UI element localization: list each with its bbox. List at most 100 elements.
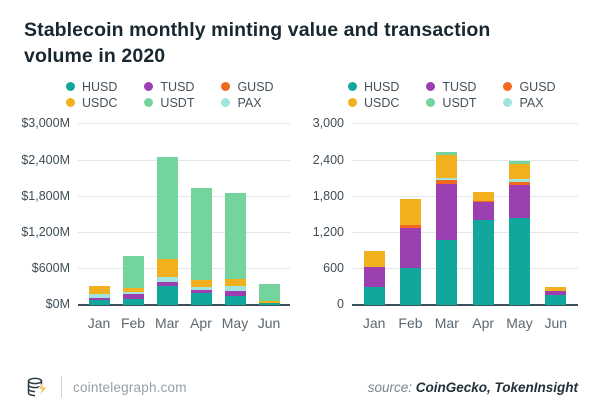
y-tick-label: 1,800 xyxy=(312,188,344,203)
legend-dot-husd xyxy=(66,82,75,92)
x-tick-label-may: May xyxy=(221,315,249,332)
legend-label: HUSD xyxy=(82,79,118,94)
cointelegraph-logo-icon xyxy=(24,374,50,400)
y-tick-label: $1,200M xyxy=(21,225,70,240)
bar-apr xyxy=(190,188,212,306)
y-axis-labels: $3,000M $2,400M $1,800M $1,200M $600M $0M xyxy=(21,116,78,331)
bar-segment-husd xyxy=(363,286,385,306)
bar-jun xyxy=(258,284,280,306)
gridline xyxy=(78,123,290,125)
bar-segment-husd xyxy=(258,302,280,306)
bar-segment-pax xyxy=(88,293,110,298)
x-tick-label-jun: Jun xyxy=(544,315,568,332)
x-axis-line xyxy=(352,304,578,307)
legend-label: GUSD xyxy=(237,79,274,94)
bar-segment-husd xyxy=(88,299,110,306)
bar-segment-tusd xyxy=(363,266,385,287)
bar-segment-usdc xyxy=(436,154,458,178)
y-tick-label: $1,800M xyxy=(21,188,70,203)
bar-segment-husd xyxy=(436,240,458,306)
bar-jan xyxy=(363,251,385,306)
legend-item-husd: HUSD xyxy=(348,79,399,94)
legend-label: PAX xyxy=(237,95,262,110)
bar-feb xyxy=(399,199,421,306)
gridline xyxy=(78,159,290,161)
bar-segment-pax xyxy=(190,287,212,291)
bar-segment-pax xyxy=(224,286,246,292)
source-label: source: xyxy=(367,379,412,395)
legend-dot-husd xyxy=(348,82,357,92)
legend-label: TUSD xyxy=(160,79,195,94)
x-axis-labels: Jan Feb Mar Apr May Jun xyxy=(352,315,578,331)
transaction-volume-chart: 3,000 2,400 1,800 1,200 600 0 Jan Feb Mar Apr May… xyxy=(312,116,578,331)
legend-item-usdc: USDC xyxy=(66,95,117,110)
x-tick-label-apr: Apr xyxy=(472,315,495,332)
legend-label: GUSD xyxy=(519,79,556,94)
bar-segment-tusd xyxy=(122,294,144,299)
bar-segment-usdc xyxy=(472,192,494,201)
x-tick-label-apr: Apr xyxy=(190,315,212,332)
legend-label: USDC xyxy=(82,95,118,110)
y-tick-label: $0M xyxy=(45,297,70,312)
bar-segment-usdt xyxy=(122,256,144,288)
bar-segment-husd xyxy=(190,292,212,306)
bar-segment-tusd xyxy=(545,291,567,295)
x-axis-line xyxy=(78,304,290,307)
bar-may xyxy=(224,192,246,306)
bar-segment-usdt xyxy=(224,192,246,280)
x-tick-label-mar: Mar xyxy=(434,315,459,332)
y-tick-label: $600M xyxy=(31,261,70,276)
bar-segment-tusd xyxy=(88,297,110,300)
chart-panel-minting-value: HUSD USDC TUSD USDT GUSD PAX $3,000M $2,400M $1… xyxy=(21,79,290,331)
x-tick-label-jan: Jan xyxy=(362,315,386,332)
gridline xyxy=(78,268,290,270)
legend-dot-pax xyxy=(221,98,231,108)
legend-dot-usdt xyxy=(426,98,436,108)
legend-item-pax: PAX xyxy=(503,95,555,110)
y-tick-label: $3,000M xyxy=(21,116,70,131)
y-tick-label: $2,400M xyxy=(21,152,70,167)
footer: cointelegraph.com source: CoinGecko, Tok… xyxy=(24,374,578,400)
bar-feb xyxy=(122,256,144,306)
charts-row: HUSD USDC TUSD USDT GUSD PAX $3,000M $2,400M $1… xyxy=(21,79,578,331)
y-tick-label: 3,000 xyxy=(312,116,344,131)
legend-label: PAX xyxy=(519,95,544,110)
bar-segment-gusd xyxy=(399,225,421,228)
bar-segment-tusd xyxy=(472,202,494,220)
bar-segment-gusd xyxy=(436,180,458,184)
footer-divider xyxy=(61,376,62,398)
bar-segment-pax xyxy=(156,277,178,283)
bar-segment-husd xyxy=(224,295,246,306)
bar-segment-usdt xyxy=(258,284,280,301)
x-axis-labels: Jan Feb Mar Apr May Jun xyxy=(78,315,290,331)
x-tick-label-feb: Feb xyxy=(120,315,146,332)
legend-label: TUSD xyxy=(442,79,477,94)
legend-dot-usdt xyxy=(144,98,154,108)
legend-dot-tusd xyxy=(426,82,436,92)
legend-dot-pax xyxy=(503,98,513,108)
legend-dot-gusd xyxy=(221,82,231,92)
bar-segment-pax xyxy=(436,177,458,181)
bar-segment-husd xyxy=(399,268,421,306)
legend: HUSD USDC TUSD USDT GUSD PAX xyxy=(348,79,578,110)
bar-mar xyxy=(156,157,178,306)
chart-figure: Stablecoin monthly minting value and tra… xyxy=(21,19,578,331)
legend-item-usdc: USDC xyxy=(348,95,399,110)
gridline xyxy=(78,195,290,197)
source-credit: source: CoinGecko, TokenInsight xyxy=(368,380,578,395)
legend-item-gusd: GUSD xyxy=(503,79,556,94)
bar-segment-usdt xyxy=(508,161,530,165)
bar-segment-usdt xyxy=(190,188,212,281)
bar-segment-pax xyxy=(508,178,530,182)
bars xyxy=(352,123,578,306)
bar-segment-husd xyxy=(156,286,178,306)
gridline xyxy=(78,232,290,234)
bar-apr xyxy=(472,192,494,306)
y-tick-label: 2,400 xyxy=(312,152,344,167)
bar-segment-tusd xyxy=(508,185,530,218)
bar-may xyxy=(508,161,530,306)
source-value: CoinGecko, TokenInsight xyxy=(415,379,578,395)
chart-panel-transaction-volume: HUSD USDC TUSD USDT GUSD PAX 3,000 2,400 1,800 1… xyxy=(312,79,578,331)
bar-segment-usdt xyxy=(156,157,178,260)
y-tick-label: 0 xyxy=(337,297,344,312)
